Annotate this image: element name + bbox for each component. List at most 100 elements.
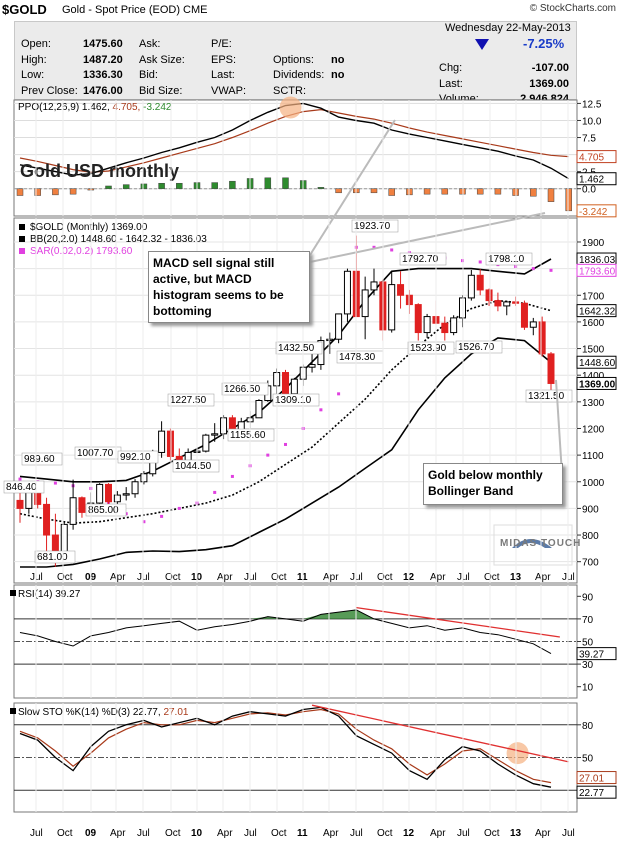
ppo-hist-bar <box>441 188 449 195</box>
candle-body <box>503 301 511 307</box>
quote-label: Last: <box>439 77 463 90</box>
candle-body <box>69 497 77 525</box>
candle-body <box>547 353 555 384</box>
price-x-tick: Oct <box>271 572 287 583</box>
stoch-x-tick: Apr <box>217 828 233 839</box>
ppo-hist-bar <box>547 188 555 202</box>
candle-body <box>423 316 431 334</box>
stoch-legend-swatch <box>10 708 16 714</box>
ppo-tick-label: 10.0 <box>582 116 602 127</box>
ppo-hist-bar <box>388 188 395 196</box>
price-tick-label: 1000 <box>582 478 605 489</box>
candle-body <box>158 430 166 453</box>
quote-label: Options: <box>273 53 314 66</box>
candle-body <box>282 372 289 395</box>
sar-last: 1793.60 <box>579 266 616 277</box>
macd-note: MACD sell signal still active, but MACD … <box>148 251 310 323</box>
price-label: 1155.60 <box>230 430 266 441</box>
down-arrow-icon <box>475 39 489 50</box>
price-label: 1478.30 <box>339 352 376 363</box>
sar-dot <box>531 267 535 271</box>
stoch-highlight <box>506 742 529 765</box>
ppo-hist-bar <box>565 188 572 212</box>
rsi-legend-swatch <box>10 590 16 596</box>
sar-legend: SAR(0.02,0.2) 1793.60 <box>30 246 133 257</box>
price-label-box <box>399 252 447 266</box>
candle-body <box>184 451 192 461</box>
stoch-x-tick: Apr <box>430 828 446 839</box>
bb-lower-line <box>20 337 552 568</box>
quote-value: 1475.60 <box>83 38 123 50</box>
quote-label: Prev Close: <box>21 84 78 97</box>
bb-lower-last: 1448.60 <box>579 358 616 369</box>
price-label: 1798.10 <box>488 254 525 265</box>
candle-body <box>467 274 475 299</box>
rsi-tick-label: 90 <box>582 592 594 603</box>
quote-label: EPS: <box>211 53 237 66</box>
price-label: 1526.70 <box>458 342 495 353</box>
stoch-x-tick: Oct <box>484 828 500 839</box>
ppo-hist-bar <box>494 188 502 195</box>
ppo-hist-bar <box>69 188 77 195</box>
ppo-hist-bar <box>16 188 24 196</box>
candle-body <box>397 284 405 296</box>
candle-body <box>308 364 316 368</box>
quote-value: 1336.30 <box>83 69 123 81</box>
bb-legend-swatch <box>19 236 25 242</box>
price-legend-title: $GOLD (Monthly) 1369.00 <box>30 222 148 233</box>
candle-body <box>326 338 334 342</box>
sar-dot <box>160 514 164 518</box>
exchange: CME <box>183 4 208 16</box>
candle-body <box>520 302 528 328</box>
price-x-tick: Oct <box>484 572 500 583</box>
bb-upper-last: 1836.03 <box>579 255 616 266</box>
stoch-trendline <box>311 704 569 763</box>
stoch-x-tick: Jul <box>244 828 257 839</box>
quote-label: Open: <box>21 38 51 50</box>
quote-value: no <box>331 53 345 66</box>
instrument-name: Gold - Spot Price (EOD) CME <box>62 4 208 16</box>
ppo-last-value-box <box>576 172 617 186</box>
ppo-hist-bar <box>158 182 165 189</box>
stoch-legend: Slow STO %K(14) %D(3) 22.77, 27.01 <box>18 707 189 718</box>
bb-middle-last: 1642.32 <box>579 307 616 318</box>
price-label: 1792.70 <box>402 254 439 265</box>
ppo-hist-bar <box>423 188 431 195</box>
ppo-hist-bar <box>34 188 41 196</box>
price-tick-label: 1600 <box>582 318 605 329</box>
sar-dot <box>319 408 323 412</box>
sar-dot <box>337 392 341 396</box>
price-label-box <box>407 341 455 355</box>
candle-body <box>255 400 263 419</box>
candle-body <box>441 322 449 334</box>
ppo-hist-bar <box>264 177 272 189</box>
price-label: 681.00 <box>37 552 68 563</box>
symbol: $GOLD <box>2 2 47 17</box>
price-label-box <box>21 452 63 466</box>
price-label: 992.10 <box>120 452 151 463</box>
midas-wave-icon <box>512 539 552 548</box>
candle-body <box>122 493 130 496</box>
sar-dot <box>478 260 482 264</box>
price-label-box <box>221 382 269 396</box>
stoch-x-tick: 12 <box>403 828 415 839</box>
price-label-box <box>227 428 275 442</box>
stoch-x-tick: Jul <box>562 828 575 839</box>
price-label-box <box>525 389 573 403</box>
price-tick-label: 800 <box>582 531 599 542</box>
price-label-box <box>275 341 323 355</box>
ppo-last-hist-box <box>576 204 617 218</box>
change-pct: -7.25% <box>523 36 565 51</box>
stoch-x-tick: Jul <box>350 828 363 839</box>
quote-panel: Open: 1475.60 High: 1487.20 Low: 1336.30 Prev … <box>14 21 577 105</box>
rsi-last: 39.27 <box>579 650 604 661</box>
candle-body <box>113 494 121 503</box>
price-label: 1523.90 <box>410 343 447 354</box>
sar-dot <box>213 490 217 494</box>
ppo-hist-bar <box>317 187 325 189</box>
quote-label: Bid: <box>139 69 158 81</box>
price-x-tick: Apr <box>217 572 233 583</box>
ppo-hist-bar <box>176 182 183 189</box>
bb-note: Gold below monthly Bollinger Band <box>423 463 563 505</box>
